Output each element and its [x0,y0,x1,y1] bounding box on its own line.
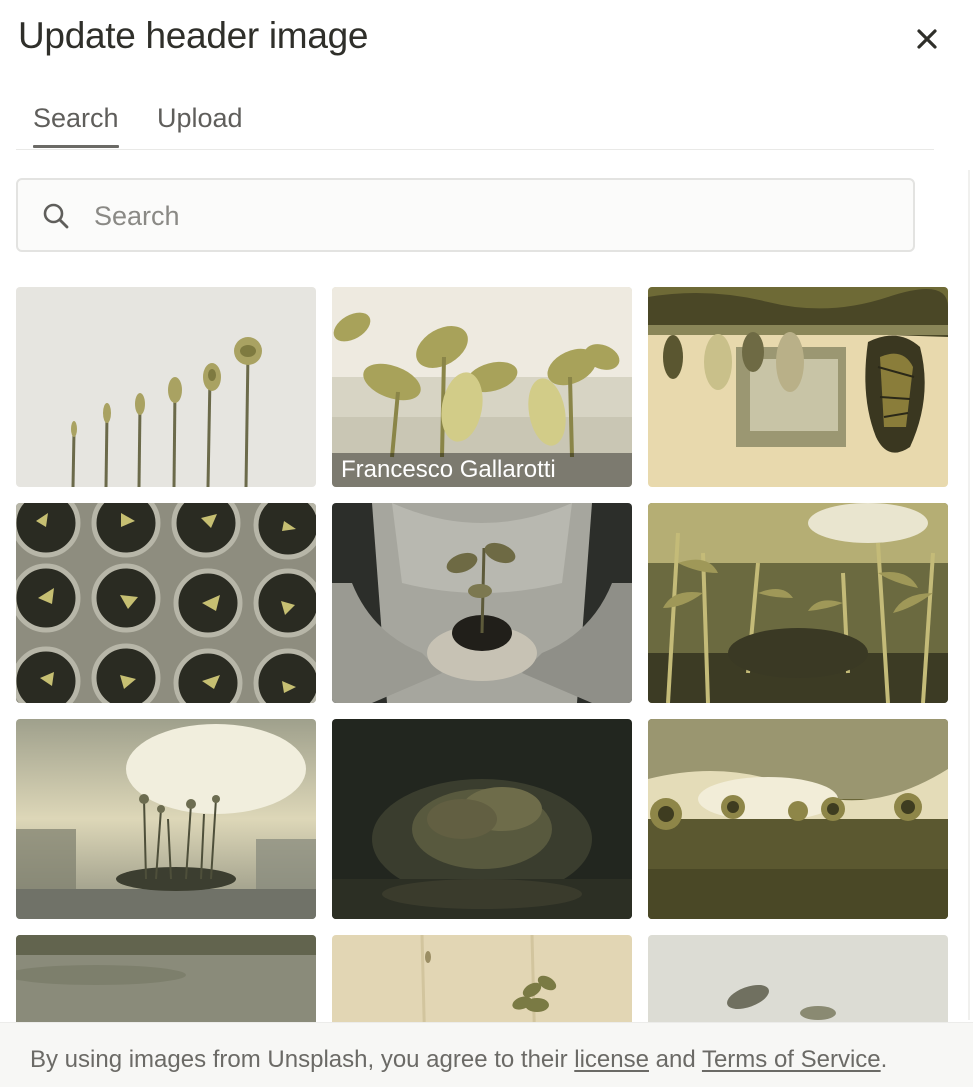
search-box [16,178,915,252]
tab-bar: Search Upload [16,96,934,150]
close-icon [917,29,937,49]
search-icon [43,203,69,229]
image-thumbnail-butterfly[interactable] [648,287,948,487]
footer-middle: and [648,1046,702,1073]
image-thumbnail-potted-seedlings[interactable] [16,503,316,703]
butterfly-image [648,287,948,487]
footer-suffix: . [880,1046,888,1073]
image-credit: Francesco Gallarotti [332,453,632,487]
sprouts-image [332,287,632,487]
tab-search[interactable]: Search [33,96,119,148]
dark-plant-image [332,719,632,919]
terms-of-service-link[interactable]: Terms of Service [701,1046,881,1073]
unsplash-footer: By using images from Unsplash, you agree… [0,1022,973,1087]
footer-prefix: By using images from Unsplash, you agree… [30,1046,575,1073]
seedlings-image [16,287,316,487]
image-thumbnail-sprouts[interactable]: Francesco Gallarotti [332,287,632,487]
image-thumbnail-corn-field[interactable] [648,503,948,703]
corn-field-image [648,503,948,703]
image-thumbnail-sunflower-field[interactable] [648,719,948,919]
image-thumbnail-hands-sprout[interactable] [332,503,632,703]
potted-seedlings-image [16,503,316,703]
image-thumbnail-seedlings[interactable] [16,287,316,487]
footer-notice: By using images from Unsplash, you agree… [30,1045,887,1075]
close-button[interactable] [906,18,948,60]
hands-sprout-image [332,503,632,703]
license-link[interactable]: license [574,1046,649,1073]
scrollbar-track[interactable] [968,170,970,1020]
sunflower-field-image [648,719,948,919]
dialog-title: Update header image [18,15,369,56]
image-thumbnail-misty-wildflowers[interactable] [16,719,316,919]
image-thumbnail-dark-plant[interactable] [332,719,632,919]
tab-upload[interactable]: Upload [157,103,243,133]
misty-wildflowers-image [16,719,316,919]
search-input[interactable] [92,190,896,242]
